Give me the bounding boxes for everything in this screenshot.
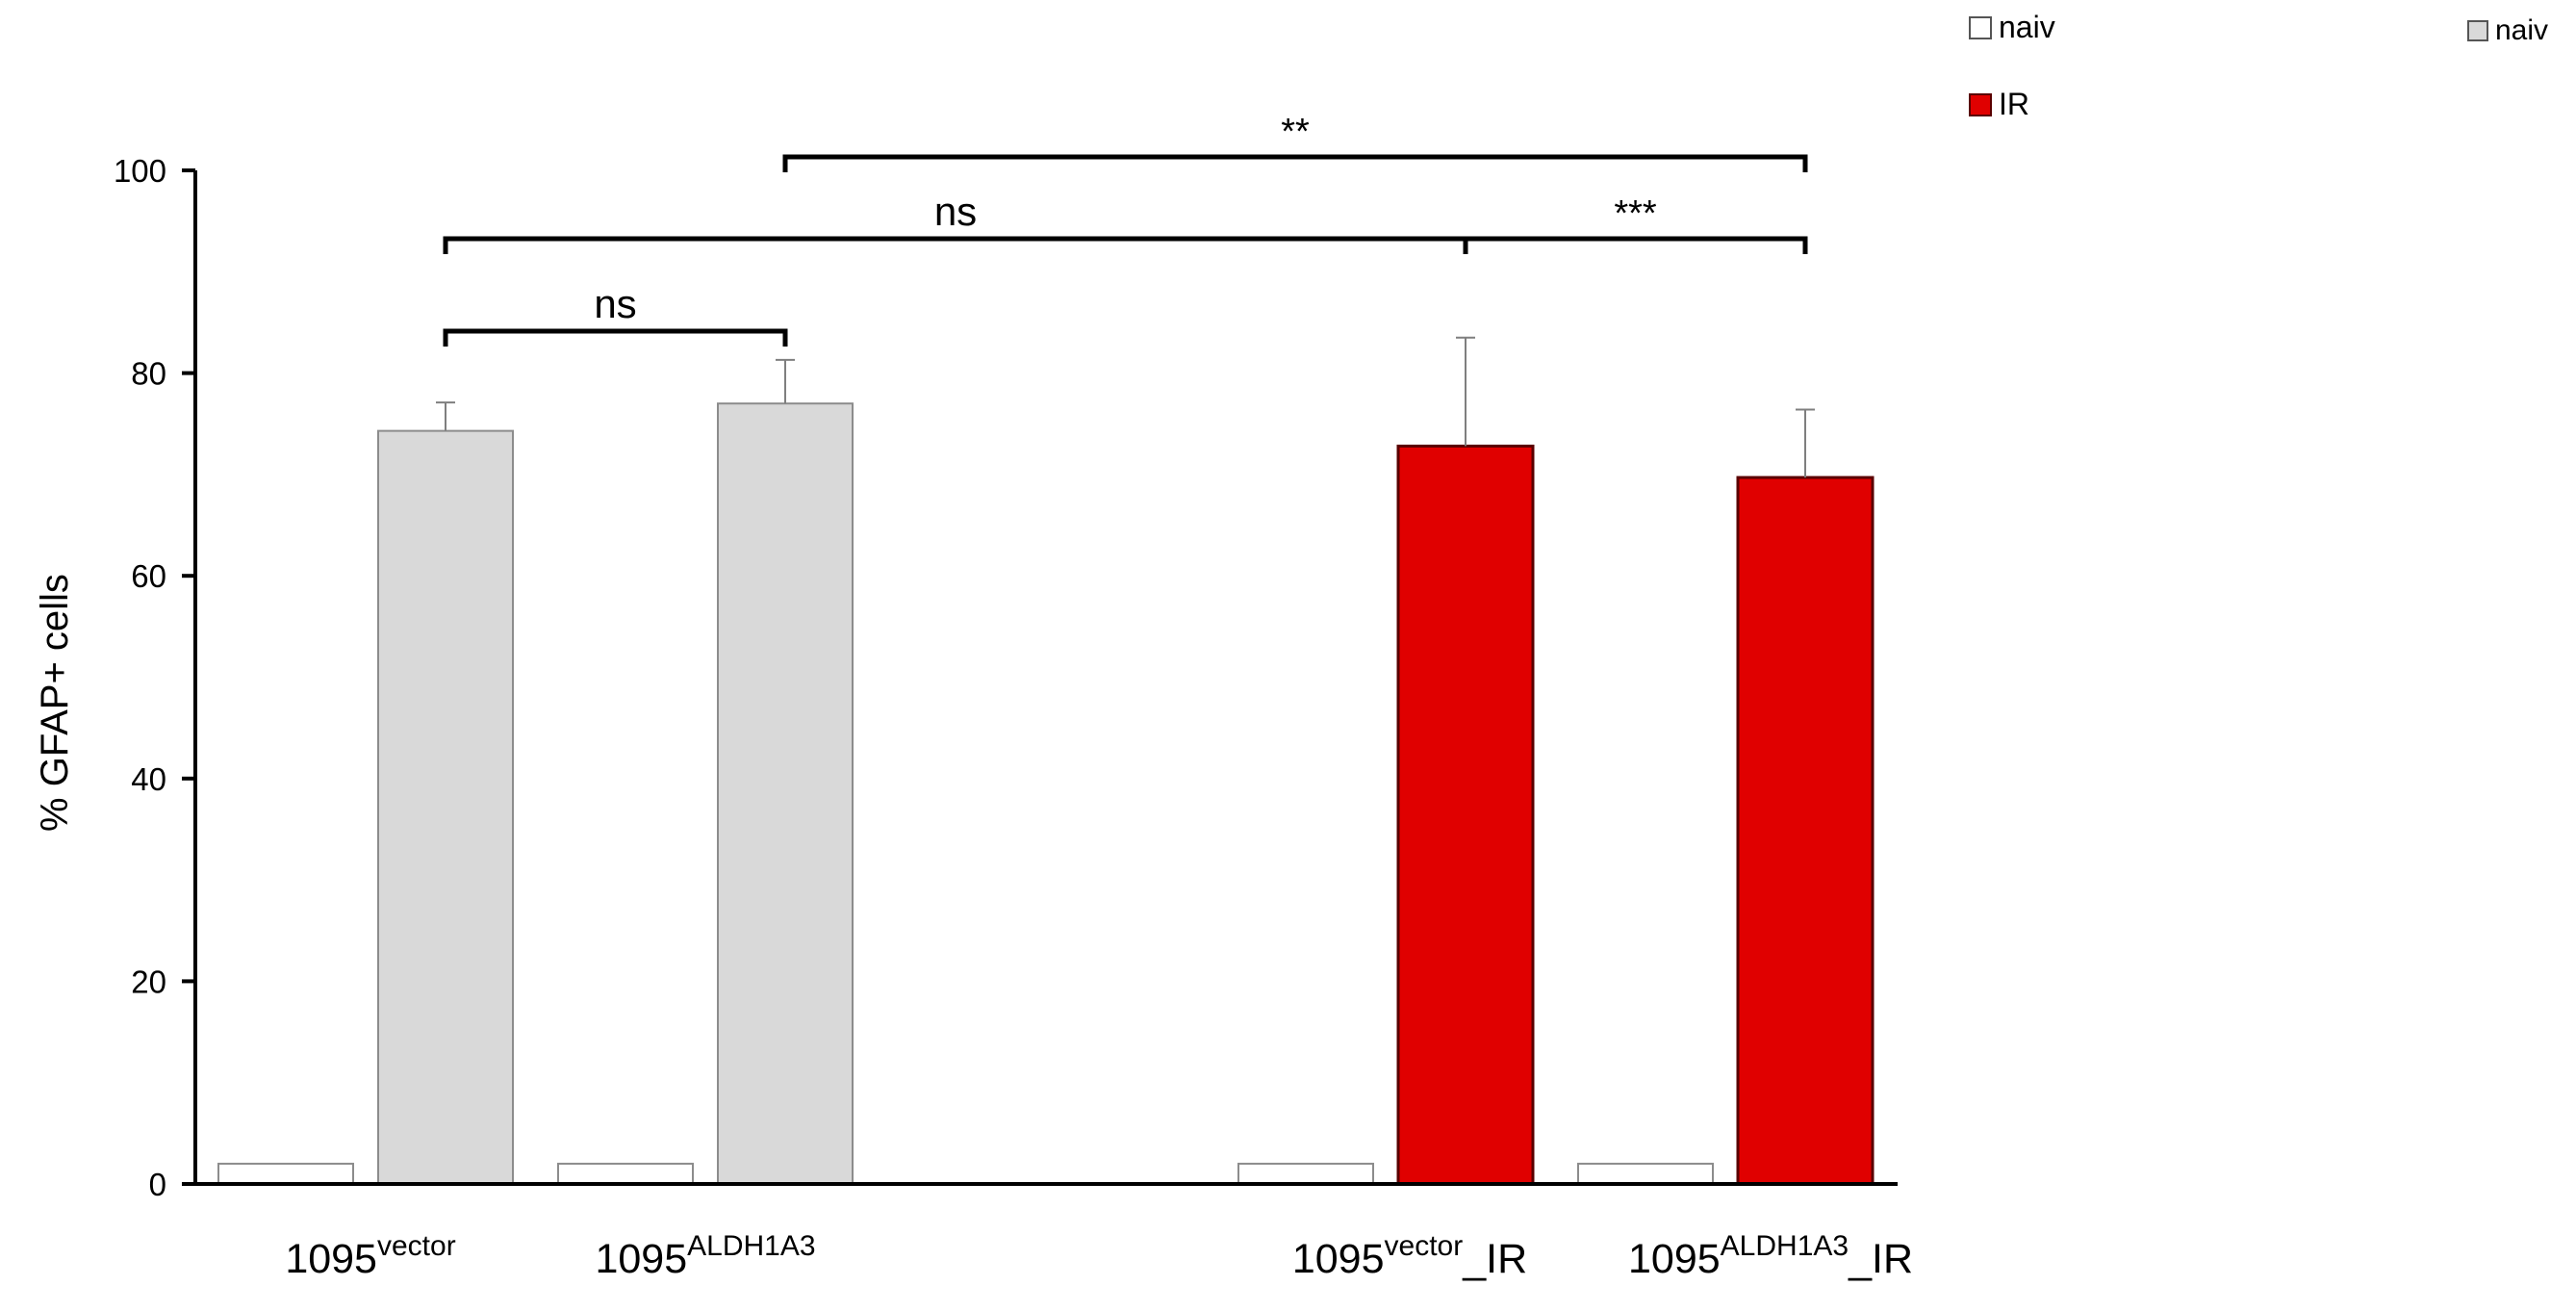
bar-naiv-white bbox=[217, 1162, 354, 1185]
x-tick-label: 1095vector bbox=[285, 1230, 455, 1282]
significance-label: ** bbox=[1281, 112, 1310, 152]
y-axis-label: % GFAP+ cells bbox=[34, 574, 76, 832]
bar-naiv-white bbox=[1237, 1162, 1374, 1185]
significance-label: ns bbox=[934, 189, 977, 234]
axes-layer: 0 20 40 60 80 100 1095vector 1095ALDH1A3 1095vec… bbox=[114, 153, 1913, 1282]
y-tick-label: 80 bbox=[131, 356, 166, 392]
y-tick-label: 100 bbox=[114, 153, 166, 189]
x-tick-label: 1095ALDH1A3_IR bbox=[1628, 1230, 1913, 1282]
y-tick-label: 60 bbox=[131, 558, 166, 594]
y-tick-label: 0 bbox=[149, 1167, 166, 1202]
bars-layer bbox=[217, 402, 1875, 1186]
bar-ir bbox=[1736, 476, 1875, 1186]
x-tick-label: 1095vector_IR bbox=[1292, 1230, 1527, 1282]
bar-naiv-grey bbox=[377, 429, 514, 1186]
legend: naiv IR naiv bbox=[1969, 10, 2548, 121]
legend-label: IR bbox=[1999, 87, 2029, 121]
legend-label: naiv bbox=[1999, 10, 2055, 44]
y-tick-label: 20 bbox=[131, 964, 166, 999]
legend-swatch bbox=[1969, 93, 1992, 116]
bar-naiv-white bbox=[1577, 1162, 1714, 1185]
legend-label: naiv bbox=[2495, 14, 2548, 46]
y-tick-label: 40 bbox=[131, 761, 166, 797]
significance-bracket bbox=[1463, 236, 1808, 254]
bar-naiv-white bbox=[557, 1162, 694, 1185]
legend-swatch bbox=[2467, 20, 2488, 41]
significance-label: ns bbox=[594, 281, 636, 326]
significance-label: *** bbox=[1614, 193, 1657, 234]
x-tick-label: 1095ALDH1A3 bbox=[595, 1230, 815, 1282]
significance-bracket bbox=[782, 154, 1808, 172]
legend-swatch bbox=[1969, 16, 1992, 39]
bar-ir bbox=[1396, 444, 1535, 1186]
significance-bracket bbox=[443, 328, 788, 347]
bar-naiv-grey bbox=[717, 402, 854, 1185]
error-bars-layer bbox=[436, 336, 1815, 478]
significance-bracket bbox=[443, 236, 1468, 254]
